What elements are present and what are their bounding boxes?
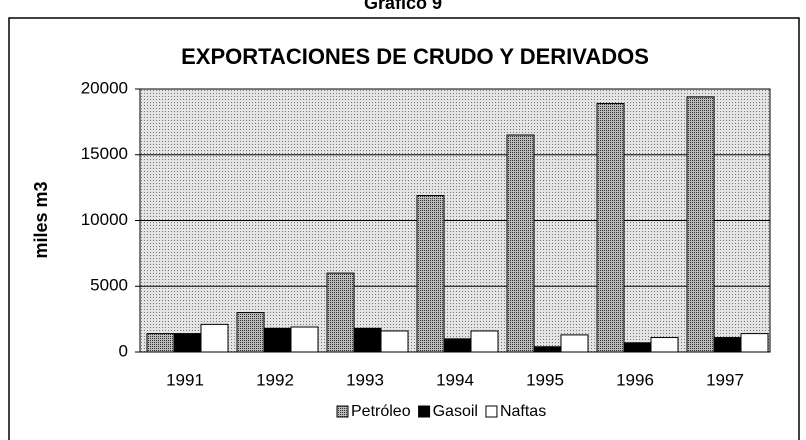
legend-swatch — [336, 405, 349, 418]
chart-frame — [8, 17, 800, 440]
bar — [290, 326, 319, 353]
bar — [146, 333, 175, 353]
x-tick-label: 1991 — [166, 370, 204, 389]
bar — [236, 312, 265, 353]
y-tick-label: 20000 — [81, 78, 128, 97]
bar — [326, 272, 355, 353]
x-tick-label: 1995 — [526, 370, 564, 389]
y-axis-label: miles m3 — [31, 181, 51, 258]
y-tick-label: 0 — [119, 341, 128, 360]
bar — [596, 102, 625, 353]
bar — [713, 337, 742, 353]
x-tick-label: 1992 — [256, 370, 294, 389]
chart-title: EXPORTACIONES DE CRUDO Y DERIVADOS — [181, 44, 649, 69]
bar — [560, 334, 589, 353]
bar — [740, 333, 769, 353]
x-tick-label: 1996 — [616, 370, 654, 389]
bar — [263, 327, 292, 353]
bar — [416, 195, 445, 353]
x-tick-label: 1994 — [436, 370, 474, 389]
legend-swatch — [418, 405, 431, 418]
legend-swatch — [485, 405, 498, 418]
bar — [353, 327, 382, 353]
legend-label: Petróleo — [351, 403, 411, 420]
bar — [506, 134, 535, 353]
bar — [533, 346, 562, 353]
y-tick-label: 5000 — [90, 276, 128, 295]
bar — [200, 323, 229, 353]
y-tick-label: 10000 — [81, 210, 128, 229]
bar — [623, 342, 652, 353]
bar — [650, 337, 679, 353]
bar — [686, 96, 715, 353]
bar — [443, 338, 472, 353]
bar — [380, 330, 409, 353]
x-tick-label: 1997 — [706, 370, 744, 389]
heading: Gráfico 9 — [364, 0, 442, 13]
bar — [470, 330, 499, 353]
y-tick-label: 15000 — [81, 144, 128, 163]
bar — [173, 333, 202, 353]
x-tick-label: 1993 — [346, 370, 384, 389]
legend-label: Gasoil — [433, 403, 478, 420]
legend-label: Naftas — [500, 403, 546, 420]
